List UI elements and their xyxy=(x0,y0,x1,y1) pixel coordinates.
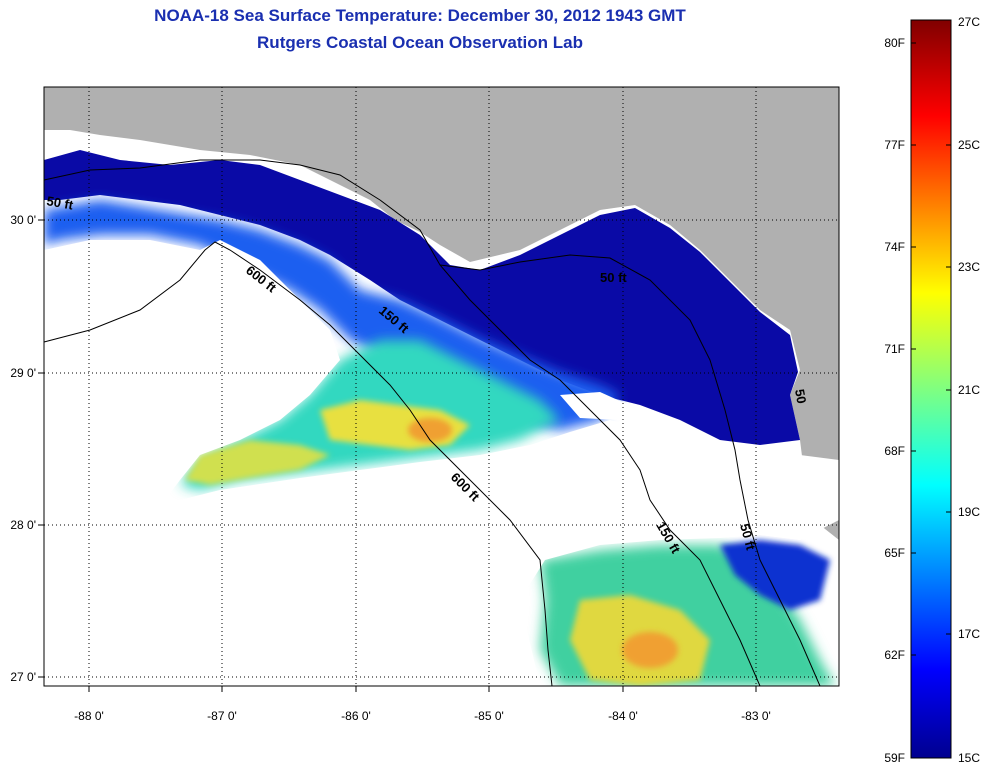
lat-tick-label: 27 0' xyxy=(10,670,36,684)
cloud-mask-2 xyxy=(150,420,839,686)
map-title: NOAA-18 Sea Surface Temperature: Decembe… xyxy=(154,6,686,25)
colorbar-f-label: 59F xyxy=(884,751,905,765)
colorbar-f-label: 68F xyxy=(884,444,905,458)
colorbar-c-label: 21C xyxy=(958,383,980,397)
colorbar xyxy=(910,19,952,759)
contour-label: 50 ft xyxy=(737,522,759,552)
colorbar-c-label: 23C xyxy=(958,260,980,274)
lon-tick-label: -83 0' xyxy=(741,709,771,723)
colorbar-f-label: 80F xyxy=(884,36,905,50)
colorbar-c-label: 27C xyxy=(958,15,980,29)
lat-tick-label: 28 0' xyxy=(10,518,36,532)
lat-labels: 30 0' 29 0' 28 0' 27 0' xyxy=(10,213,36,684)
map-border xyxy=(43,86,840,687)
colorbar-c-label: 19C xyxy=(958,505,980,519)
graticule xyxy=(44,87,839,686)
isobath-150ft xyxy=(43,159,761,687)
colorbar-f-labels: 80F 77F 74F 71F 68F 65F 62F 59F xyxy=(884,36,905,765)
lon-labels: -88 0' -87 0' -86 0' -85 0' -84 0' -83 0… xyxy=(74,709,771,723)
isobaths xyxy=(43,159,821,687)
contour-label: 50 ft xyxy=(45,193,75,213)
colorbar-f-label: 71F xyxy=(884,342,905,356)
lon-tick-label: -84 0' xyxy=(608,709,638,723)
colorbar-c-label: 15C xyxy=(958,751,980,765)
lon-tick-label: -88 0' xyxy=(74,709,104,723)
lat-tick-label: 29 0' xyxy=(10,366,36,380)
colorbar-f-label: 62F xyxy=(884,648,905,662)
coastal-cold-water xyxy=(44,150,800,445)
lon-tick-label: -87 0' xyxy=(207,709,237,723)
lon-tick-label: -86 0' xyxy=(341,709,371,723)
contour-label: 50 ft xyxy=(600,270,627,285)
colorbar-f-label: 77F xyxy=(884,138,905,152)
contour-label: 50 xyxy=(792,388,809,405)
lat-tick-label: 30 0' xyxy=(10,213,36,227)
tick-marks xyxy=(38,219,757,692)
cloud-mask-3 xyxy=(560,392,640,420)
colorbar-f-label: 74F xyxy=(884,240,905,254)
lon-tick-label: -85 0' xyxy=(474,709,504,723)
colorbar-c-label: 25C xyxy=(958,138,980,152)
cloud-mask-1 xyxy=(44,240,340,686)
map-subtitle: Rutgers Coastal Ocean Observation Lab xyxy=(257,33,583,52)
warm-core-2 xyxy=(622,632,678,668)
colorbar-f-label: 65F xyxy=(884,546,905,560)
isobath-600ft xyxy=(43,241,553,687)
colorbar-ticks xyxy=(911,42,951,656)
cold-water-south xyxy=(720,540,830,610)
land-mass xyxy=(44,87,839,540)
colorbar-c-labels: 27C 25C 23C 21C 19C 17C 15C xyxy=(958,15,980,765)
isobath-50ft xyxy=(439,254,821,687)
colorbar-c-label: 17C xyxy=(958,627,980,641)
warm-core-1 xyxy=(408,418,452,442)
warm-patch-2 xyxy=(185,440,330,485)
